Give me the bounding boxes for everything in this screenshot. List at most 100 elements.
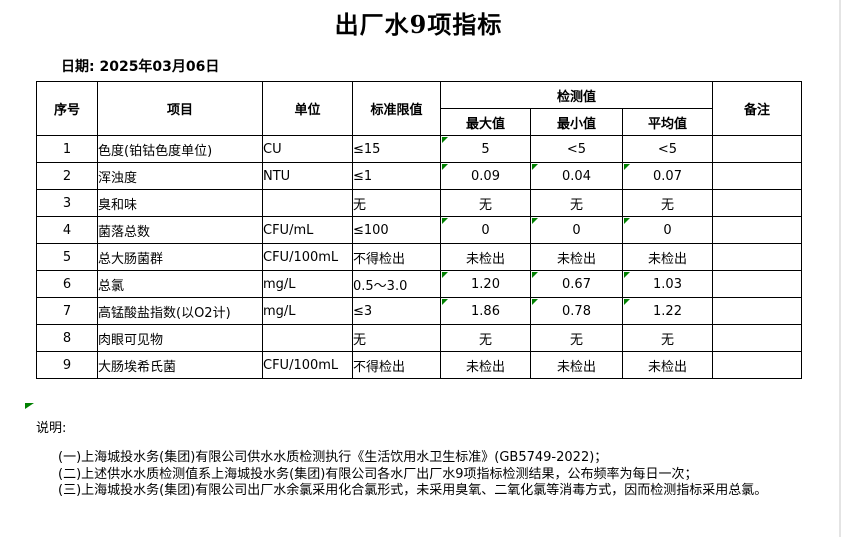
header-limit: 标准限值 xyxy=(352,81,441,136)
cell-max: 1.86 xyxy=(440,297,531,325)
cell-avg: 1.22 xyxy=(622,297,713,325)
cell-unit: NTU xyxy=(262,162,353,190)
table-row: 8 肉眼可见物无无无无 xyxy=(36,324,802,352)
cell-no: 8 xyxy=(36,324,98,352)
cell-unit: CFU/100mL xyxy=(262,351,353,379)
cell-item: 高锰酸盐指数(以O2计) xyxy=(97,297,263,325)
excel-flag-icon xyxy=(624,218,630,224)
header-avg: 平均值 xyxy=(622,108,713,136)
indicators-table: 序号 项目 单位 标准限值 检测值 备注 最大值 最小值 平均值 1 色度(铂钴色… xyxy=(36,81,802,379)
cell-no: 4 xyxy=(36,216,98,244)
cell-item: 总氯 xyxy=(97,270,263,298)
notes-label: 说明: xyxy=(36,421,67,436)
excel-flag-icon xyxy=(532,272,538,278)
green-flag-icon xyxy=(25,403,34,409)
cell-limit: ≤100 xyxy=(352,216,441,244)
cell-min: 未检出 xyxy=(530,351,623,379)
cell-limit: 不得检出 xyxy=(352,351,441,379)
cell-max: 5 xyxy=(440,135,531,163)
table-row: 7 高锰酸盐指数(以O2计) mg/L ≤3 1.86 0.78 1.22 xyxy=(36,297,802,325)
cell-item: 色度(铂钴色度单位) xyxy=(97,135,263,163)
table-row: 5 总大肠菌群 CFU/100mL 不得检出 未检出 未检出 未检出 xyxy=(36,243,802,271)
excel-flag-icon xyxy=(624,272,630,278)
cell-remark xyxy=(712,162,802,190)
cell-unit: CFU/mL xyxy=(262,216,353,244)
cell-max: 无 xyxy=(440,324,531,352)
cell-min: 0.67 xyxy=(530,270,623,298)
cell-item: 臭和味 xyxy=(97,189,263,217)
note-line: (一)上海城投水务(集团)有限公司供水水质检测执行《生活饮用水卫生标准》(GB5… xyxy=(58,450,608,465)
cell-no: 7 xyxy=(36,297,98,325)
note-line: (二)上述供水水质检测值系上海城投水务(集团)有限公司各水厂出厂水9项指标检测结… xyxy=(58,466,698,482)
cell-avg: 未检出 xyxy=(622,351,713,379)
page-title: 出厂水9项指标 xyxy=(334,10,503,39)
excel-flag-icon xyxy=(624,164,630,170)
table-header: 序号 项目 单位 标准限值 检测值 备注 最大值 最小值 平均值 xyxy=(36,81,802,136)
cell-max: 未检出 xyxy=(440,243,531,271)
header-item: 项目 xyxy=(97,81,263,136)
header-remark: 备注 xyxy=(712,81,802,136)
excel-flag-icon xyxy=(442,299,448,305)
header-detection: 检测值 xyxy=(440,81,713,109)
cell-avg: 无 xyxy=(622,324,713,352)
cell-no: 5 xyxy=(36,243,98,271)
table-header-row-2: 最大值 最小值 平均值 xyxy=(37,108,802,136)
excel-flag-icon xyxy=(442,272,448,278)
cell-avg: <5 xyxy=(622,135,713,163)
cell-item: 总大肠菌群 xyxy=(97,243,263,271)
header-unit: 单位 xyxy=(262,81,353,136)
excel-flag-icon xyxy=(532,299,538,305)
page-right-edge xyxy=(839,0,841,537)
cell-min: 0.04 xyxy=(530,162,623,190)
cell-min: 无 xyxy=(530,324,623,352)
table-row: 9 大肠埃希氏菌 CFU/100mL 不得检出 未检出 未检出 未检出 xyxy=(36,351,802,379)
cell-limit: ≤1 xyxy=(352,162,441,190)
cell-min: 未检出 xyxy=(530,243,623,271)
cell-max: 未检出 xyxy=(440,351,531,379)
cell-limit: 无 xyxy=(352,189,441,217)
note-line: (三)上海城投水务(集团)有限公司出厂水余氯采用化合氯形式，未采用臭氧、二氧化氯… xyxy=(58,483,768,498)
cell-min: 0.78 xyxy=(530,297,623,325)
table-header-row-1: 序号 项目 单位 标准限值 检测值 备注 xyxy=(36,81,802,136)
cell-avg: 0 xyxy=(622,216,713,244)
cell-min: <5 xyxy=(530,135,623,163)
date-label: 日期: 2025年03月06日 xyxy=(61,59,220,75)
excel-flag-icon xyxy=(532,218,538,224)
cell-limit: ≤15 xyxy=(352,135,441,163)
table-row: 1 色度(铂钴色度单位) CU ≤15 5 <5 <5 xyxy=(36,135,802,163)
cell-limit: 无 xyxy=(352,324,441,352)
excel-flag-icon xyxy=(442,218,448,224)
cell-remark xyxy=(712,324,802,352)
cell-no: 2 xyxy=(36,162,98,190)
cell-remark xyxy=(712,297,802,325)
cell-max: 0 xyxy=(440,216,531,244)
header-min: 最小值 xyxy=(530,108,623,136)
cell-max: 0.09 xyxy=(440,162,531,190)
cell-unit xyxy=(262,189,353,217)
cell-unit: mg/L xyxy=(262,270,353,298)
cell-limit: ≤3 xyxy=(352,297,441,325)
cell-no: 9 xyxy=(36,351,98,379)
cell-item: 肉眼可见物 xyxy=(97,324,263,352)
cell-unit xyxy=(262,324,353,352)
cell-avg: 1.03 xyxy=(622,270,713,298)
cell-remark xyxy=(712,351,802,379)
header-max: 最大值 xyxy=(440,108,531,136)
excel-flag-icon xyxy=(442,137,448,143)
cell-max: 1.20 xyxy=(440,270,531,298)
excel-flag-icon xyxy=(624,299,630,305)
notes-list: (一)上海城投水务(集团)有限公司供水水质检测执行《生活饮用水卫生标准》(GB5… xyxy=(58,450,767,500)
cell-avg: 无 xyxy=(622,189,713,217)
cell-min: 0 xyxy=(530,216,623,244)
table-body: 1 色度(铂钴色度单位) CU ≤15 5 <5 <5 2 浑浊度 NTU ≤1 0.09 0.04 0.… xyxy=(36,135,802,379)
table-row: 4 菌落总数 CFU/mL ≤100 0 0 0 xyxy=(36,216,802,244)
cell-min: 无 xyxy=(530,189,623,217)
cell-remark xyxy=(712,270,802,298)
header-no: 序号 xyxy=(36,81,98,136)
cell-remark xyxy=(712,216,802,244)
cell-limit: 0.5～3.0 xyxy=(352,270,441,298)
cell-limit: 不得检出 xyxy=(352,243,441,271)
cell-no: 6 xyxy=(36,270,98,298)
cell-unit: mg/L xyxy=(262,297,353,325)
cell-remark xyxy=(712,135,802,163)
